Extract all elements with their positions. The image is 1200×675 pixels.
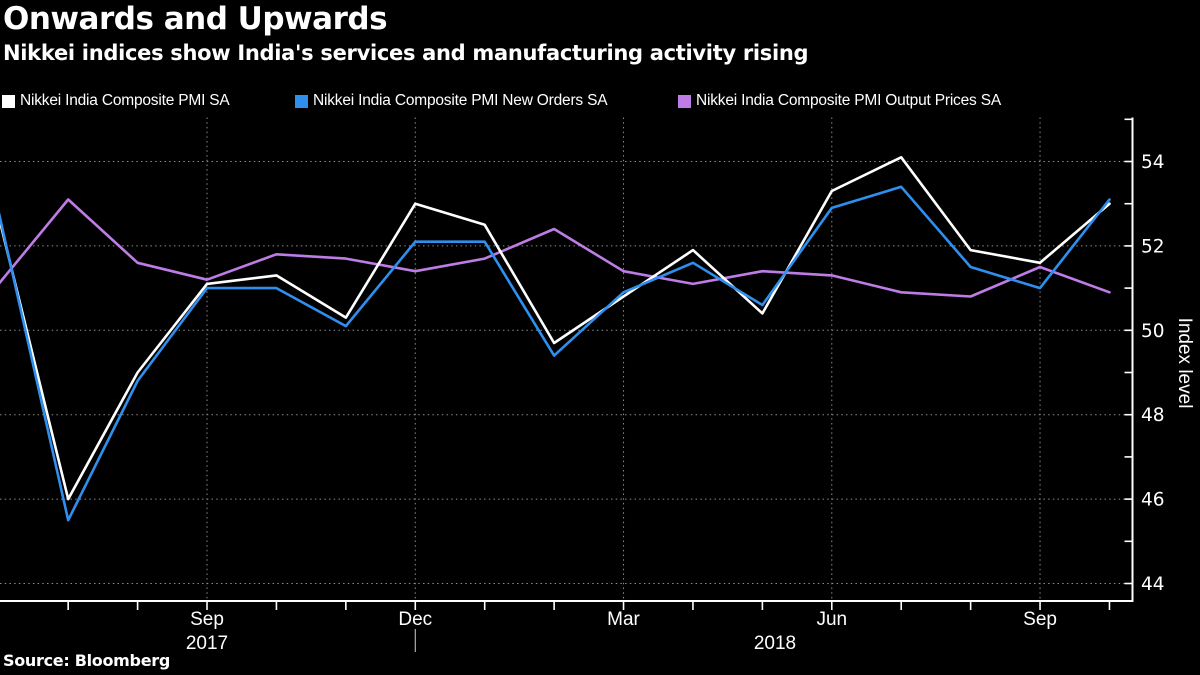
x-tick-label: Sep (1023, 609, 1057, 630)
x-tick-label: Dec (398, 609, 432, 630)
legend-swatch-icon (2, 94, 15, 108)
legend-item-new-orders: Nikkei India Composite PMI New Orders SA (295, 92, 608, 110)
x-tick-label: Sep (190, 609, 224, 630)
legend-item-label: Nikkei India Composite PMI Output Prices… (696, 92, 1001, 109)
y-tick-label: 46 (1141, 490, 1165, 511)
legend-swatch-icon (295, 94, 308, 108)
legend-item-label: Nikkei India Composite PMI SA (20, 92, 230, 109)
y-tick-label: 50 (1141, 321, 1165, 342)
y-tick-label: 52 (1141, 236, 1165, 257)
chart-legend: Nikkei India Composite PMI SA Nikkei Ind… (0, 92, 1200, 110)
x-tick-label: Jun (816, 609, 847, 630)
x-tick-label: Mar (607, 609, 640, 630)
legend-swatch-icon (678, 94, 691, 108)
y-axis-title: Index level (1174, 318, 1195, 409)
legend-item-output-prices: Nikkei India Composite PMI Output Prices… (678, 92, 1001, 110)
source-attribution: Source: Bloomberg (3, 651, 170, 670)
y-tick-label: 48 (1141, 405, 1165, 426)
chart-header: Onwards and Upwards Nikkei indices show … (3, 1, 809, 65)
series-line-new-orders (0, 185, 1111, 522)
chart-subtitle: Nikkei indices show India's services and… (3, 40, 809, 65)
page-title: Onwards and Upwards (3, 1, 388, 37)
y-tick-label: 44 (1141, 574, 1165, 595)
legend-item-composite-pmi: Nikkei India Composite PMI SA (2, 92, 230, 110)
y-tick-label: 54 (1141, 152, 1165, 173)
series-line-composite-pmi (0, 156, 1111, 501)
legend-item-label: Nikkei India Composite PMI New Orders SA (313, 92, 608, 109)
year-label: 2018 (754, 633, 796, 654)
series-line-output-prices (0, 198, 1111, 298)
year-label: 2017 (186, 633, 228, 654)
